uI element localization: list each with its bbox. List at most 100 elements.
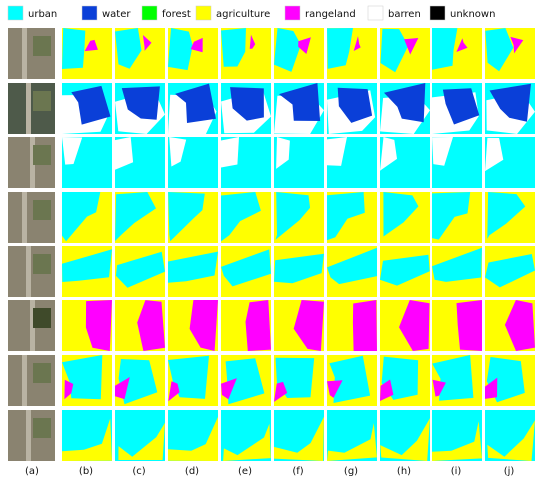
class-region bbox=[279, 83, 321, 121]
class-region bbox=[64, 379, 74, 400]
class-region bbox=[384, 83, 426, 123]
segmentation-map bbox=[327, 410, 377, 461]
segmentation-map bbox=[221, 355, 271, 406]
column-label: (c) bbox=[132, 466, 145, 477]
class-region bbox=[245, 300, 271, 351]
class-region bbox=[274, 253, 324, 284]
photo-patch bbox=[33, 200, 51, 220]
class-region bbox=[221, 28, 246, 67]
class-region bbox=[274, 416, 324, 461]
photo-road bbox=[26, 83, 31, 134]
legend-item: water bbox=[81, 5, 131, 21]
class-region bbox=[489, 83, 531, 122]
segmentation-map bbox=[432, 300, 482, 351]
class-region bbox=[62, 28, 86, 69]
segmentation-map bbox=[62, 192, 112, 243]
class-region bbox=[432, 355, 474, 401]
class-region bbox=[168, 251, 218, 283]
photo-patch bbox=[33, 36, 51, 56]
class-region bbox=[432, 421, 482, 461]
class-region bbox=[380, 28, 409, 73]
class-region bbox=[293, 300, 324, 351]
segmentation-map bbox=[274, 355, 324, 406]
segmentation-map bbox=[380, 83, 430, 134]
segmentation-map bbox=[327, 137, 377, 188]
class-region bbox=[504, 300, 535, 351]
class-region bbox=[118, 359, 158, 405]
legend-label: unknown bbox=[450, 9, 495, 20]
class-region bbox=[380, 379, 394, 401]
class-region bbox=[168, 381, 180, 402]
class-region bbox=[352, 300, 377, 351]
class-region bbox=[142, 35, 152, 51]
column-label: (h) bbox=[397, 466, 411, 477]
segmentation-map bbox=[115, 355, 165, 406]
segmentation-map bbox=[221, 246, 271, 297]
legend-item: rangeland bbox=[284, 5, 356, 21]
segmentation-map bbox=[274, 28, 324, 79]
segmentation-map bbox=[327, 246, 377, 297]
photo-patch bbox=[33, 91, 51, 111]
segmentation-map bbox=[432, 137, 482, 188]
class-region bbox=[223, 423, 271, 461]
photo-patch bbox=[33, 363, 51, 383]
class-region bbox=[85, 300, 112, 351]
class-region bbox=[382, 192, 419, 238]
class-region bbox=[168, 192, 205, 242]
class-region bbox=[404, 38, 419, 55]
segmentation-map bbox=[62, 410, 112, 461]
class-region bbox=[221, 249, 271, 287]
segmentation-map bbox=[327, 355, 377, 406]
photo-road bbox=[26, 410, 31, 461]
column-label: (a) bbox=[25, 466, 39, 477]
segmentation-map bbox=[485, 355, 535, 406]
column-label: (b) bbox=[79, 466, 93, 477]
segmentation-map bbox=[485, 192, 535, 243]
class-region bbox=[380, 137, 397, 171]
segmentation-map bbox=[115, 28, 165, 79]
class-region bbox=[249, 34, 256, 49]
column-label: (f) bbox=[292, 466, 303, 477]
photo-road bbox=[30, 300, 35, 351]
segmentation-map bbox=[485, 83, 535, 134]
column-label: (i) bbox=[451, 466, 462, 477]
segmentation-map bbox=[327, 300, 377, 351]
segmentation-map bbox=[221, 300, 271, 351]
class-region bbox=[71, 85, 111, 125]
legend-item: urban bbox=[7, 5, 57, 21]
aerial-image bbox=[8, 300, 55, 351]
segmentation-map bbox=[115, 246, 165, 297]
segmentation-map bbox=[168, 192, 218, 243]
class-region bbox=[115, 192, 156, 241]
class-region bbox=[274, 28, 301, 72]
class-region bbox=[432, 379, 446, 397]
segmentation-map bbox=[168, 83, 218, 134]
segmentation-map bbox=[432, 246, 482, 297]
class-region bbox=[169, 137, 187, 167]
segmentation-map bbox=[62, 28, 112, 79]
class-region bbox=[432, 137, 453, 166]
segmentation-map bbox=[221, 28, 271, 79]
segmentation-map bbox=[168, 137, 218, 188]
aerial-image bbox=[8, 83, 55, 134]
class-region bbox=[487, 192, 526, 239]
segmentation-map bbox=[274, 300, 324, 351]
legend-swatch bbox=[195, 5, 212, 21]
segmentation-map bbox=[221, 83, 271, 134]
class-region bbox=[380, 418, 430, 461]
legend-swatch bbox=[284, 5, 301, 21]
photo-road bbox=[30, 137, 35, 188]
class-region bbox=[274, 381, 288, 402]
legend-item: forest bbox=[141, 5, 191, 21]
segmentation-map bbox=[432, 83, 482, 134]
segmentation-map bbox=[274, 192, 324, 243]
photo-road bbox=[22, 192, 27, 243]
segmentation-map bbox=[115, 192, 165, 243]
aerial-image bbox=[8, 192, 55, 243]
legend-swatch bbox=[367, 5, 384, 21]
segmentation-map bbox=[485, 410, 535, 461]
legend-item: agriculture bbox=[195, 5, 270, 21]
segmentation-map bbox=[274, 246, 324, 297]
